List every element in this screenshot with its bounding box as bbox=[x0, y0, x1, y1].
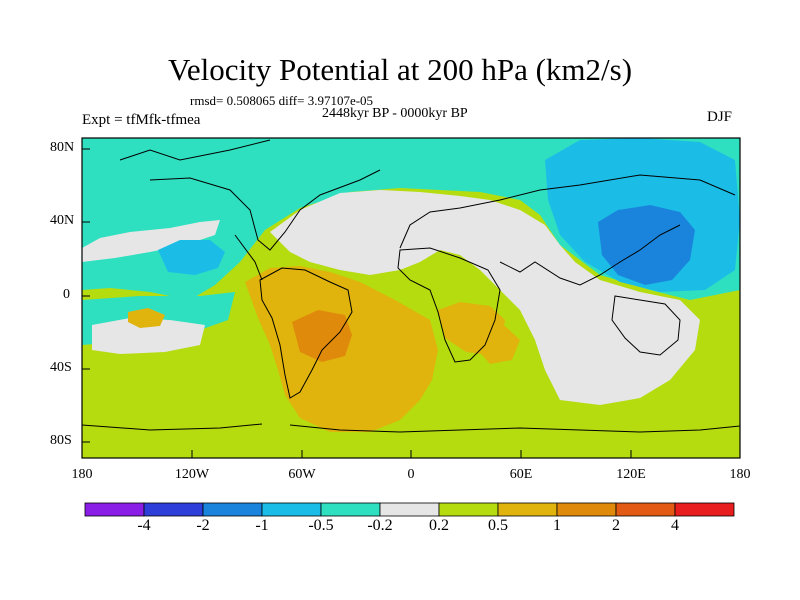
lat-tick-label: 80S bbox=[50, 433, 72, 448]
colorbar-swatch bbox=[84, 502, 145, 517]
colorbar-swatch bbox=[556, 502, 617, 517]
lat-tick-label: 80N bbox=[50, 140, 75, 155]
lon-tick-label: 180 bbox=[729, 467, 751, 482]
colorbar bbox=[84, 502, 735, 517]
field-white-pacific bbox=[92, 318, 205, 354]
colorbar-swatch bbox=[615, 502, 676, 517]
colorbar-swatch bbox=[143, 502, 204, 517]
colorbar-label: 4 bbox=[671, 517, 679, 534]
field-white-band bbox=[270, 190, 700, 405]
colorbar-label: 0.2 bbox=[429, 517, 449, 534]
lon-tick-label: 180 bbox=[71, 467, 93, 482]
colorbar-label: -1 bbox=[255, 517, 269, 534]
colorbar-swatch bbox=[261, 502, 322, 517]
colorbar-label: 2 bbox=[612, 517, 620, 534]
stats-label: rmsd= 0.508065 diff= 3.97107e-05 bbox=[190, 93, 374, 108]
season-label: DJF bbox=[707, 109, 733, 125]
colorbar-swatch bbox=[438, 502, 499, 517]
lon-tick-label: 120W bbox=[174, 467, 210, 482]
coastlines bbox=[82, 139, 740, 433]
field-darkorange-samerica bbox=[292, 310, 352, 362]
lat-tick-label: 40S bbox=[50, 360, 72, 375]
page-title: Velocity Potential at 200 hPa (km2/s) bbox=[167, 52, 633, 87]
field-orange-pacific bbox=[128, 308, 165, 328]
lon-tick-label: 60E bbox=[509, 467, 533, 482]
colorbar-swatch bbox=[674, 502, 735, 517]
colorbar-label: -0.5 bbox=[308, 517, 334, 534]
colorbar-swatch bbox=[497, 502, 558, 517]
experiment-label: Expt = tfMfk-tfmea bbox=[82, 112, 201, 128]
colorbar-swatch bbox=[202, 502, 263, 517]
colorbar-label: 1 bbox=[553, 517, 561, 534]
field-layer bbox=[82, 138, 740, 458]
axis-ticks bbox=[82, 148, 632, 458]
colorbar-label: -0.2 bbox=[367, 517, 393, 534]
lat-tick-label: 0 bbox=[63, 287, 70, 302]
lon-tick-label: 120E bbox=[616, 467, 646, 482]
lon-tick-label: 60W bbox=[288, 467, 316, 482]
lon-tick-label: 0 bbox=[407, 467, 415, 482]
colorbar-label: -2 bbox=[196, 517, 210, 534]
colorbar-label: 0.5 bbox=[488, 517, 508, 534]
field-white-northpac bbox=[82, 220, 220, 262]
colorbar-swatch bbox=[320, 502, 381, 517]
period-label: 2448kyr BP - 0000kyr BP bbox=[322, 106, 468, 121]
field-cyan-pacific bbox=[158, 240, 225, 275]
lat-tick-label: 40N bbox=[50, 213, 75, 228]
colorbar-swatch bbox=[379, 502, 440, 517]
colorbar-label: -4 bbox=[137, 517, 151, 534]
